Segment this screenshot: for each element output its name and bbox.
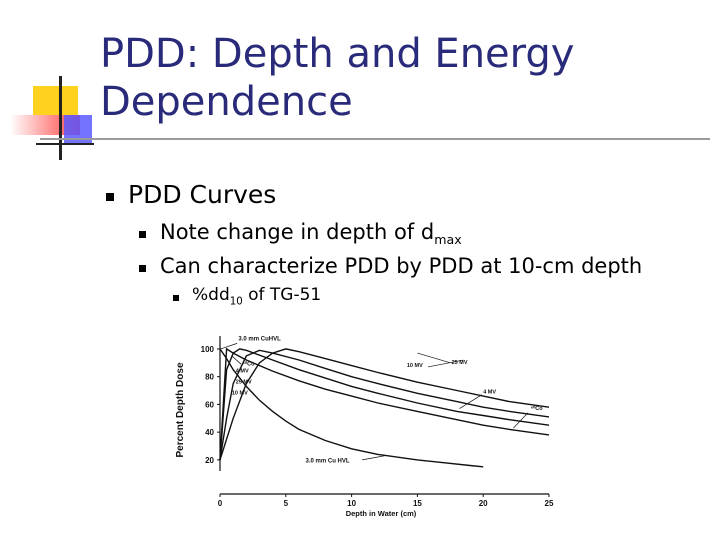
annotation-label-10mv-left: 10 MV	[232, 391, 248, 397]
annotation-label-25mv-right: 25 MV	[452, 360, 468, 366]
y-tick-label: 40	[205, 428, 214, 437]
annotation-label-3cu-bottom: 3.0 mm Cu HVL	[306, 459, 350, 465]
bullet-marker-1-1	[139, 231, 146, 238]
annotation-leader	[417, 352, 451, 364]
slide-title: PDD: Depth and Energy Dependence	[100, 30, 700, 126]
annotation-label-4mv-right: 4 MV	[483, 389, 496, 395]
series-line-1	[219, 347, 550, 460]
annotation-label-3cu-top: 3.0 mm CuHVL	[238, 337, 281, 343]
x-tick-label: 10	[347, 499, 356, 508]
dmax-subscript: max	[434, 232, 462, 248]
bullet-pdd-curves: PDD Curves	[128, 180, 277, 209]
y-tick-label: 60	[205, 400, 214, 409]
annotation-label-10mv-right: 10 MV	[407, 363, 423, 369]
bullet-note-dmax: Note change in depth of dmax	[160, 220, 462, 247]
bullet-characterize-pdd: Can characterize PDD by PDD at 10-cm dep…	[160, 254, 643, 278]
x-axis-label: Depth in Water (cm)	[346, 509, 417, 518]
chart-curves	[219, 347, 550, 468]
bullet-dd10-tg51: %dd10 of TG-51	[192, 285, 321, 307]
bullet-marker-1-2-1	[173, 295, 179, 301]
x-tick-label: 20	[479, 499, 488, 508]
pdd-chart: 20 40 60 80 100 0 5 10 15 20 25 Percent Depth Dose…	[165, 318, 565, 523]
deco-vertical-line	[59, 76, 62, 160]
deco-horizontal-line	[36, 143, 94, 145]
series-line-3	[219, 349, 550, 461]
title-underline	[40, 138, 710, 140]
deco-red-bar	[10, 115, 80, 135]
title-line-1: PDD: Depth and Energy	[100, 31, 575, 77]
x-tick-label: 15	[413, 499, 422, 508]
annotation-leader	[220, 343, 238, 350]
chart-ticks: 20 40 60 80 100 0 5 10 15 20 25	[201, 345, 554, 508]
x-tick-label: 25	[545, 499, 554, 508]
deco-blue-square	[64, 115, 92, 145]
series-line-4	[219, 348, 550, 461]
annotation-leader	[427, 359, 464, 368]
bullet-marker-1	[106, 193, 114, 201]
series-line-2	[219, 348, 550, 460]
annotation-label-co-left: ⁶⁰Co	[242, 361, 255, 368]
annotation-label-25mv-left: 25 MV	[236, 380, 252, 386]
title-line-2: Dependence	[100, 79, 353, 125]
annotation-label-4mv-left: 4 MV	[236, 369, 249, 375]
annotation-leader	[231, 355, 242, 365]
y-tick-label: 80	[205, 373, 214, 382]
annotation-leader	[362, 455, 385, 461]
dd10-suffix: of TG-51	[242, 285, 322, 305]
bullet-marker-1-2	[139, 265, 146, 272]
dd10-subscript: 10	[229, 296, 243, 308]
y-tick-label: 100	[201, 345, 215, 354]
annotation-label-co-right: ⁶⁰Co	[531, 405, 544, 412]
y-tick-label: 20	[205, 456, 214, 465]
chart-background	[165, 318, 565, 523]
annotation-leader	[513, 412, 529, 429]
y-axis-label: Percent Depth Dose	[175, 362, 186, 457]
dd10-prefix: %dd	[192, 285, 230, 305]
annotation-leader	[459, 394, 483, 409]
x-tick-label: 0	[218, 499, 223, 508]
bullet-note-dmax-text: Note change in depth of d	[160, 220, 435, 244]
x-tick-label: 5	[284, 499, 289, 508]
